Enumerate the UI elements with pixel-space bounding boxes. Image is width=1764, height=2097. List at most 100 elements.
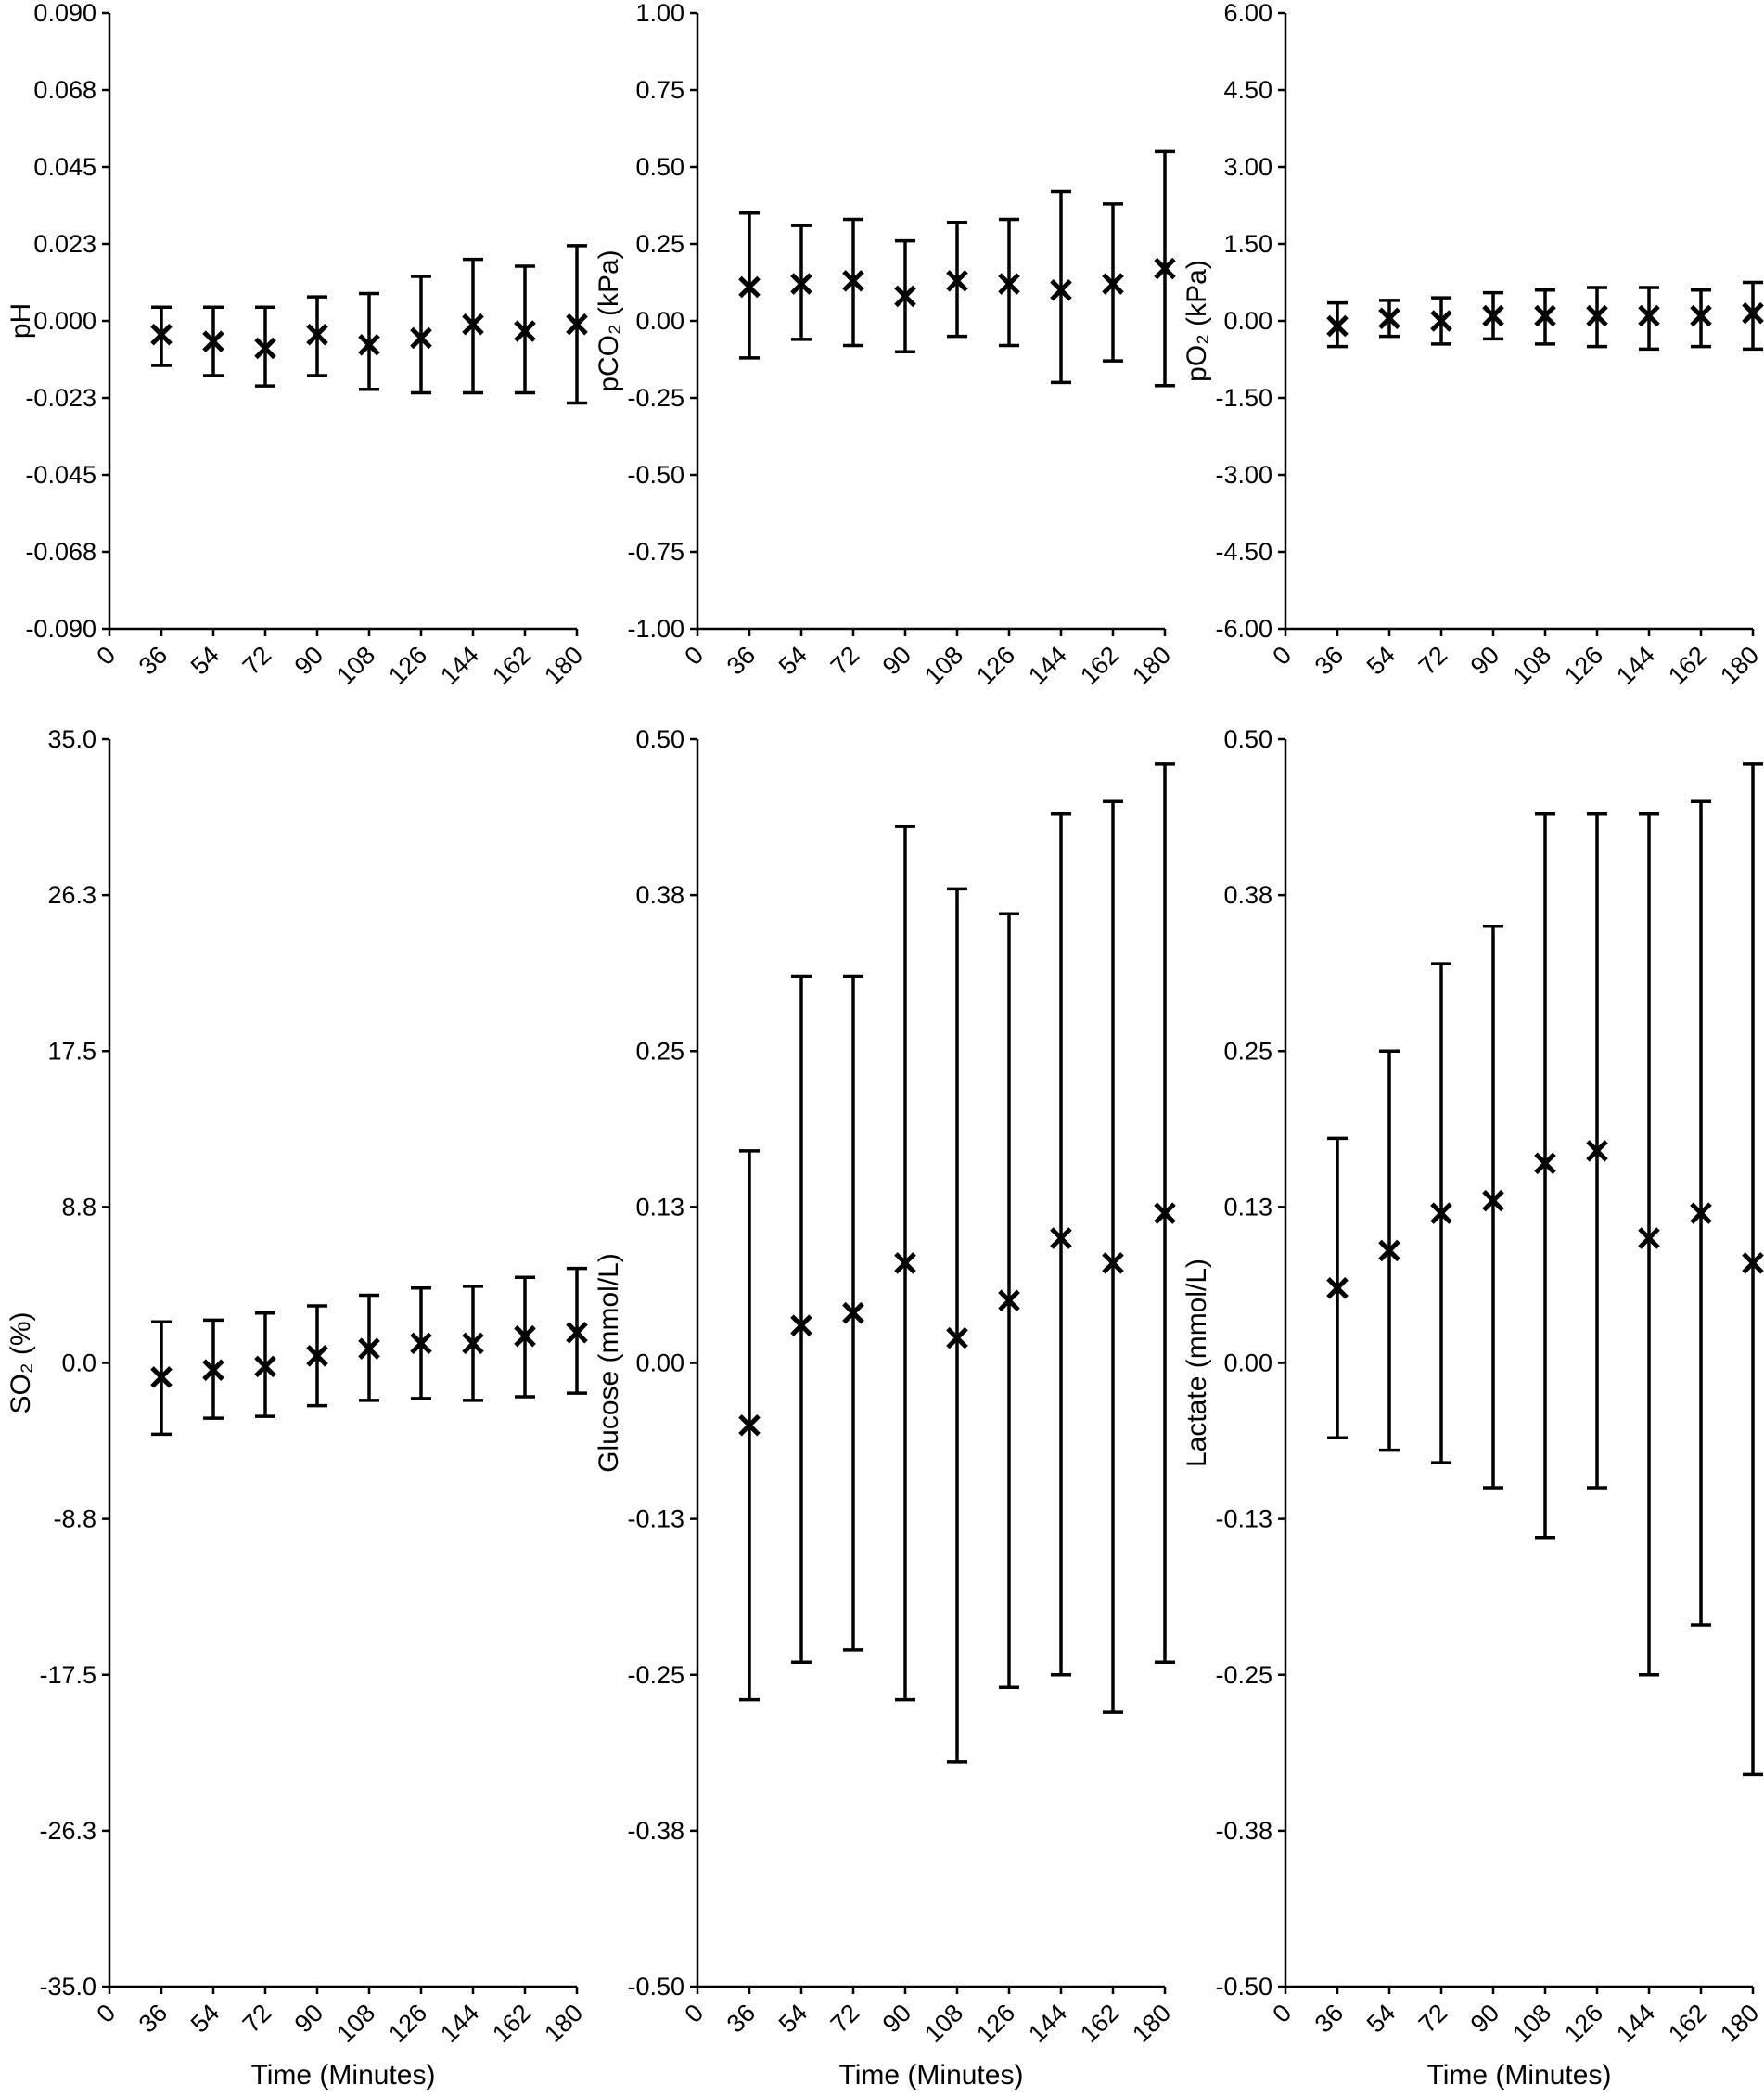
y-tick-label: -6.00 bbox=[1215, 615, 1272, 643]
y-tick-label: -0.045 bbox=[25, 461, 96, 489]
x-tick-label: 36 bbox=[722, 1999, 761, 2038]
mean-marker bbox=[514, 1324, 536, 1348]
chart-svg: 0.50 0.38 0.25 0.13 0.00 -0.13 -0.25 -0.38 -0.50… bbox=[594, 725, 1176, 2091]
x-tick-label: 144 bbox=[1023, 641, 1072, 690]
y-axis-title: pO₂ (kPa) bbox=[1182, 260, 1212, 382]
mean-marker bbox=[738, 275, 761, 299]
error-bar-point bbox=[202, 305, 224, 377]
mean-marker bbox=[998, 1289, 1020, 1312]
mean-marker bbox=[894, 285, 916, 308]
x-tick-label: 36 bbox=[134, 641, 173, 680]
mean-marker bbox=[1586, 1140, 1608, 1162]
y-tick-label: 0.00 bbox=[1223, 1349, 1272, 1377]
error-bar-point bbox=[842, 217, 864, 348]
chart-ph-panel: 0.090 0.068 0.045 0.023 0.000 -0.023 -0.045 -0.… bbox=[0, 0, 588, 719]
error-bar-point bbox=[1326, 300, 1349, 349]
error-bar-point bbox=[998, 217, 1020, 348]
error-bar-point bbox=[514, 264, 536, 395]
y-tick-label: 0.045 bbox=[33, 153, 96, 181]
error-bar-point bbox=[1586, 286, 1608, 349]
y-tick-label: 3.00 bbox=[1223, 153, 1272, 181]
mean-marker bbox=[998, 273, 1020, 295]
x-tick-label: 90 bbox=[877, 641, 916, 680]
y-tick-label: 0.068 bbox=[33, 76, 96, 104]
error-bar-point bbox=[150, 1320, 173, 1437]
y-tick-label: -1.00 bbox=[627, 615, 684, 643]
y-tick-label: 0.25 bbox=[635, 1037, 684, 1065]
x-tick-label: 54 bbox=[1361, 1999, 1400, 2038]
mean-marker bbox=[254, 337, 276, 360]
mean-marker bbox=[1154, 1202, 1176, 1224]
y-tick-label: -0.090 bbox=[25, 615, 96, 643]
error-bar-point bbox=[1430, 962, 1452, 1464]
mean-marker bbox=[1690, 1202, 1712, 1224]
x-tick-label: 72 bbox=[237, 1999, 276, 2038]
error-bar-point bbox=[1050, 189, 1072, 385]
y-tick-label: -17.5 bbox=[39, 1661, 96, 1689]
x-tick-label: 36 bbox=[722, 641, 761, 680]
mean-marker bbox=[894, 1252, 916, 1274]
error-bar-point bbox=[1638, 812, 1660, 1677]
y-tick-label: 0.00 bbox=[635, 307, 684, 335]
mean-marker bbox=[790, 273, 812, 295]
x-tick-label: 72 bbox=[1413, 1999, 1452, 2038]
mean-marker bbox=[1534, 1152, 1556, 1175]
mean-marker bbox=[946, 1326, 968, 1349]
x-tick-label: 90 bbox=[1465, 641, 1504, 680]
x-tick-label: 0 bbox=[679, 1999, 709, 2028]
mean-marker bbox=[514, 320, 536, 342]
y-tick-label: -0.38 bbox=[1215, 1817, 1272, 1845]
error-bar-point bbox=[1742, 280, 1764, 352]
y-tick-label: 0.00 bbox=[1223, 307, 1272, 335]
x-tick-label: 126 bbox=[971, 641, 1020, 690]
x-axis-title: Time (Minutes) bbox=[1427, 2060, 1612, 2091]
error-bar-point bbox=[358, 1293, 380, 1402]
y-tick-label: 0.38 bbox=[1223, 881, 1272, 909]
x-tick-label: 180 bbox=[1127, 1999, 1176, 2048]
x-tick-label: 144 bbox=[1611, 641, 1660, 690]
x-axis-title: Time (Minutes) bbox=[839, 2060, 1024, 2091]
x-tick-label: 180 bbox=[539, 641, 588, 690]
x-tick-label: 90 bbox=[289, 641, 328, 680]
x-tick-label: 180 bbox=[1715, 641, 1764, 690]
mean-marker bbox=[842, 270, 864, 292]
y-tick-label: -1.50 bbox=[1215, 384, 1272, 412]
x-tick-label: 144 bbox=[435, 1999, 484, 2048]
error-bar-point bbox=[462, 1285, 484, 1402]
chart-pco2-panel: 1.00 0.75 0.50 0.25 0.00 -0.25 -0.50 -0.75 -1.00… bbox=[588, 0, 1176, 719]
mean-marker bbox=[946, 270, 968, 292]
mean-marker bbox=[358, 334, 380, 356]
x-tick-label: 162 bbox=[1075, 641, 1124, 690]
x-tick-label: 126 bbox=[1559, 641, 1608, 690]
chart-svg: 1.00 0.75 0.50 0.25 0.00 -0.25 -0.50 -0.75 -1.00… bbox=[594, 0, 1176, 690]
y-tick-label: -0.25 bbox=[627, 384, 684, 412]
error-bar-point bbox=[1690, 799, 1712, 1627]
y-axis-title: Glucose (mmol/L) bbox=[594, 1253, 624, 1473]
error-bar-point bbox=[150, 305, 173, 367]
y-tick-label: 0.13 bbox=[635, 1193, 684, 1221]
mean-marker bbox=[202, 330, 224, 352]
mean-marker bbox=[1482, 1189, 1504, 1212]
x-tick-label: 54 bbox=[773, 1999, 812, 2038]
error-bar-point bbox=[306, 295, 328, 377]
mean-marker bbox=[566, 1322, 588, 1344]
y-tick-label: -0.023 bbox=[25, 384, 96, 412]
error-bar-point bbox=[1690, 288, 1712, 349]
y-tick-label: -0.75 bbox=[627, 538, 684, 566]
chart-glucose-panel: 0.50 0.38 0.25 0.13 0.00 -0.13 -0.25 -0.38 -0.50… bbox=[588, 719, 1176, 2097]
error-bar-point bbox=[790, 224, 812, 341]
error-bar-point bbox=[202, 1318, 224, 1420]
y-tick-label: 0.75 bbox=[635, 76, 684, 104]
x-tick-label: 54 bbox=[185, 641, 224, 680]
y-tick-label: 0.090 bbox=[33, 0, 96, 27]
y-tick-label: 0.50 bbox=[1223, 725, 1272, 753]
y-tick-label: 0.000 bbox=[33, 307, 96, 335]
y-tick-label: -0.38 bbox=[627, 1817, 684, 1845]
y-axis-title: pH bbox=[6, 303, 36, 339]
x-tick-label: 36 bbox=[1310, 1999, 1349, 2038]
y-tick-label: -4.50 bbox=[1215, 538, 1272, 566]
x-tick-label: 72 bbox=[237, 641, 276, 680]
error-bar-point bbox=[1102, 202, 1124, 363]
mean-marker bbox=[1742, 1252, 1764, 1274]
